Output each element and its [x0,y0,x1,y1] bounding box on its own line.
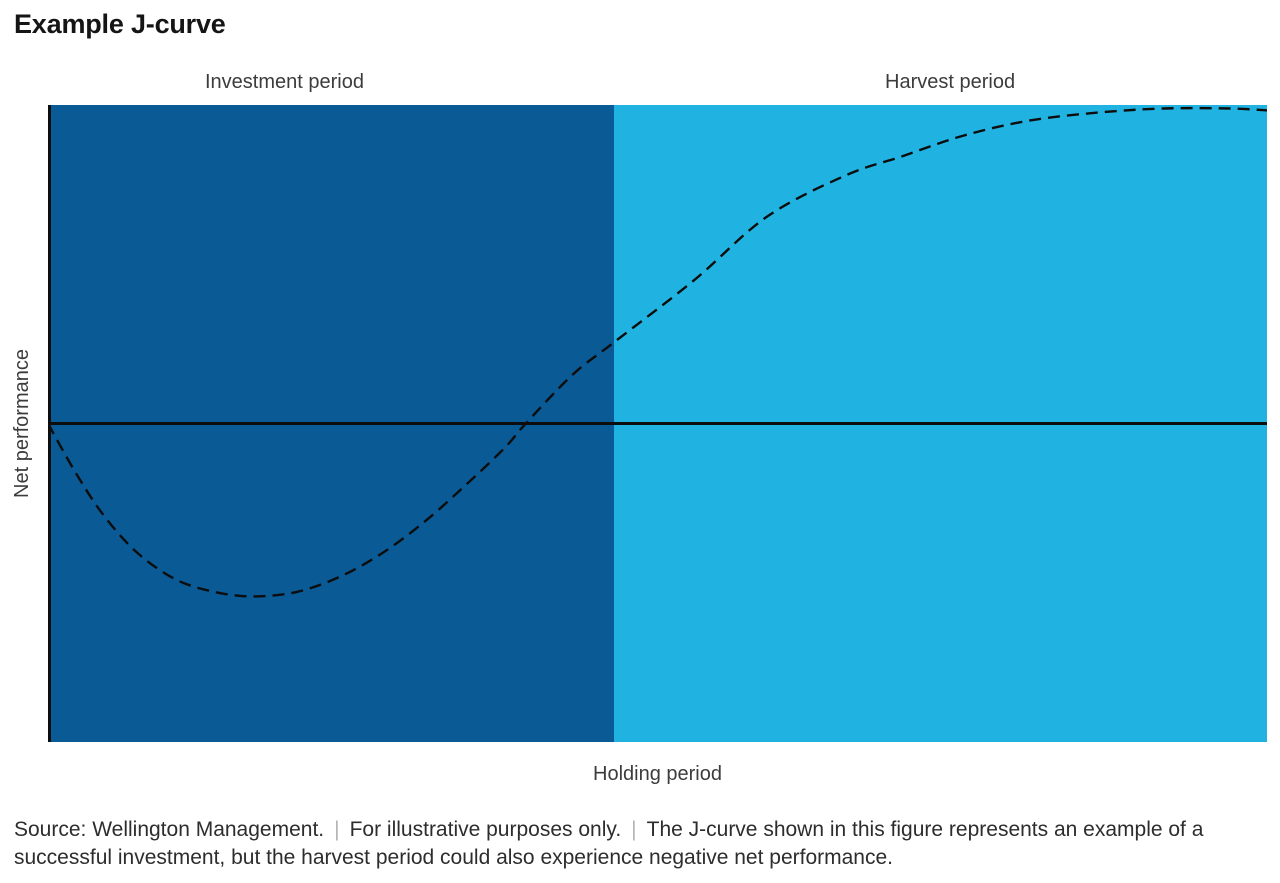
source-text: Source: Wellington Management. [14,818,325,841]
jcurve-note: The J-curve shown in this figure represe… [14,818,1204,869]
j-curve-dashed-line [48,106,1267,598]
y-axis-label-wrap: Net performance [6,105,38,742]
investment-period-label: Investment period [204,71,364,93]
illustrative-note: For illustrative purposes only. [349,818,622,841]
source-footnote: Source: Wellington Management. | For illus… [14,816,1266,872]
zero-baseline [48,422,1267,425]
y-axis-line [48,105,51,742]
x-axis-label-wrap: Holding period [48,763,1267,786]
footnote-separator: | [631,818,637,841]
harvest-period-label: Harvest period [885,71,1016,93]
plot-area [48,105,1267,742]
x-axis-label: Holding period [593,763,722,785]
y-axis-label: Net performance [10,349,33,498]
j-curve-canvas [48,106,1267,598]
footnote-separator: | [334,818,340,841]
chart-title: Example J-curve [14,9,226,39]
period-labels-row: Investment period Harvest period [48,71,1267,97]
